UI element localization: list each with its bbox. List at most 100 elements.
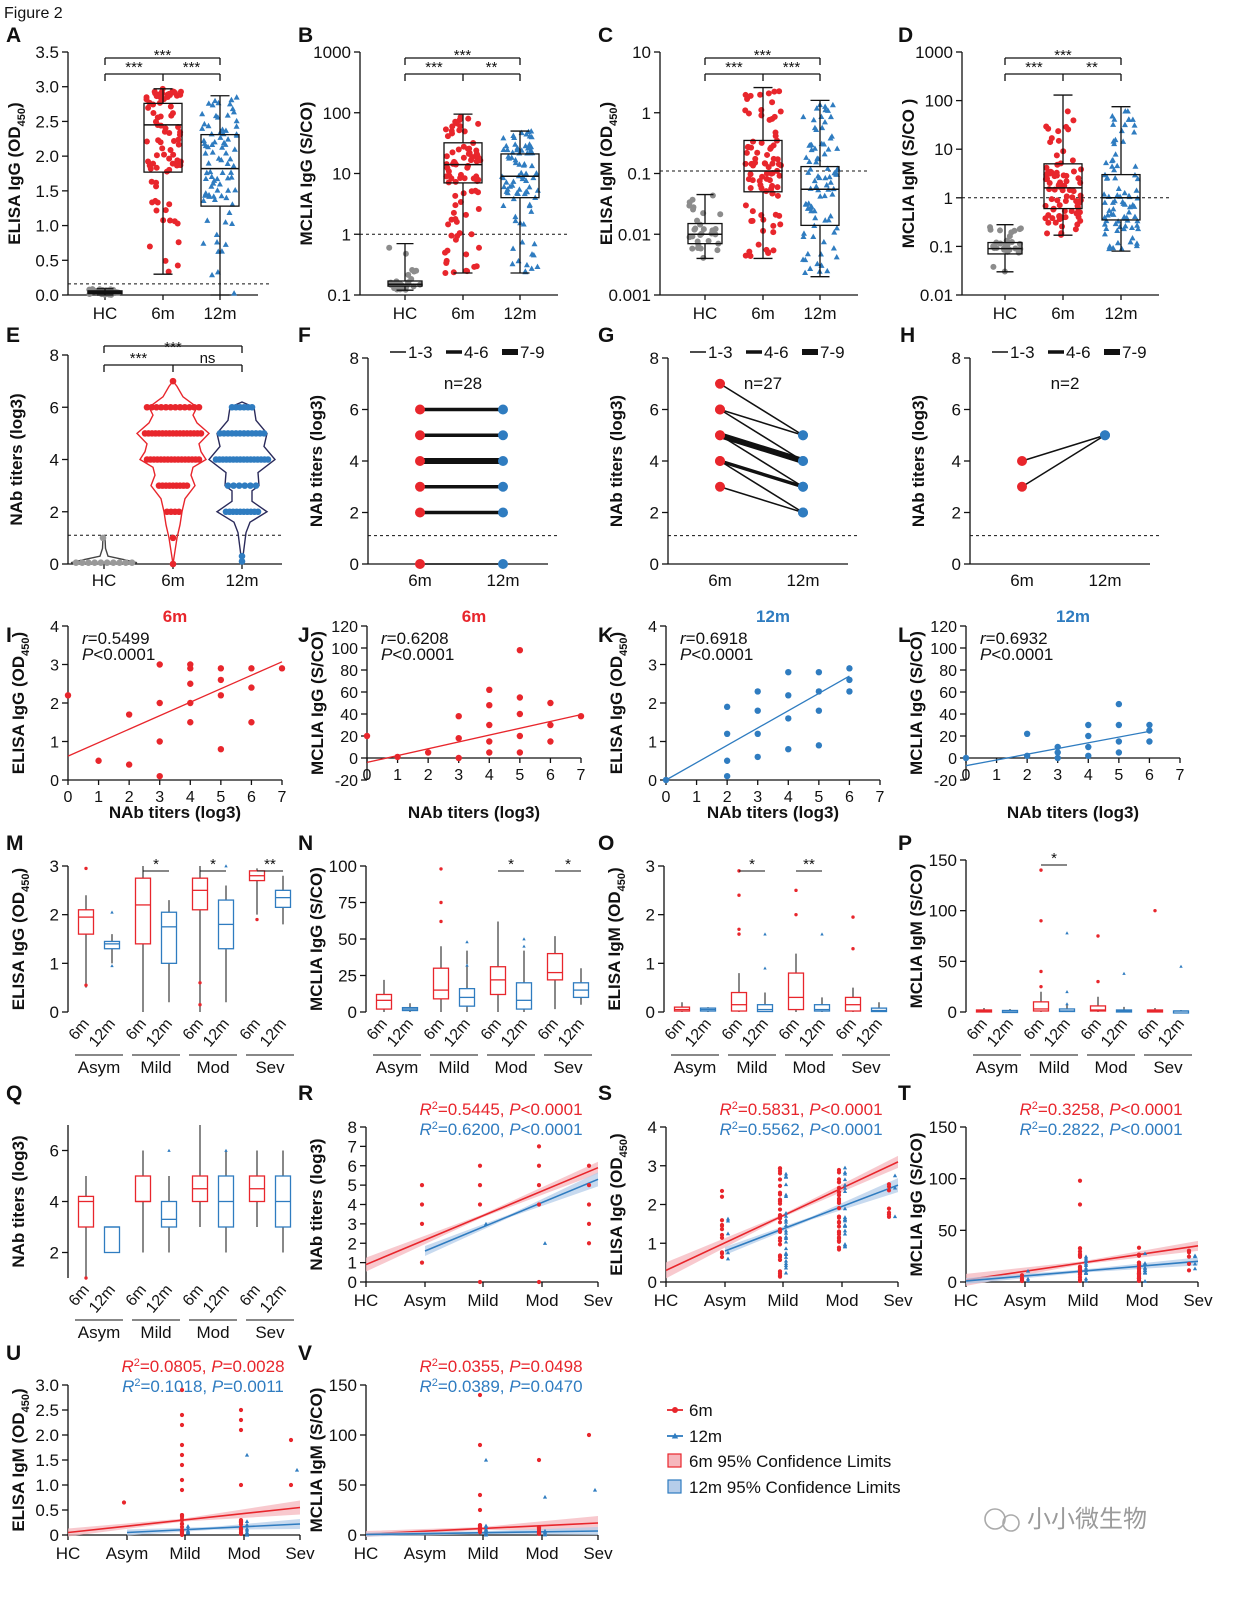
- x-tick-label: HC: [93, 304, 118, 323]
- x-axis-title: NAb titers (log3): [408, 803, 540, 822]
- data-point: [834, 145, 841, 151]
- data-point: [762, 160, 769, 167]
- data-point: [754, 753, 761, 761]
- data-point: [815, 669, 823, 676]
- data-point: [804, 205, 811, 211]
- y-tick-label: 2: [952, 504, 961, 523]
- stat-r-symbol: r: [680, 629, 687, 648]
- data-point: [169, 534, 177, 542]
- group-label: Mod: [196, 1058, 229, 1077]
- data-point: [547, 699, 554, 707]
- data-point: [1179, 964, 1183, 968]
- data-point: [783, 1234, 789, 1239]
- y-axis-title-sub: 450: [20, 1394, 32, 1412]
- y-tick-label: 100: [929, 902, 957, 921]
- panel-a: 0.0 0.5 1.0 1.5 2.0 2.5 3.0 3.5 ELISA IgG (OD450…: [5, 43, 270, 323]
- stat-r2-value: =0.5562,: [738, 1120, 809, 1139]
- data-point: [1048, 196, 1055, 203]
- data-point: [468, 231, 475, 238]
- sub-label: 12m: [200, 1016, 233, 1051]
- data-point: [1192, 1261, 1198, 1266]
- stat-p-symbol: P: [381, 645, 393, 664]
- regression-line: [965, 1245, 1199, 1281]
- data-point: [439, 919, 443, 924]
- data-point: [846, 676, 853, 684]
- data-point: [775, 161, 782, 168]
- data-point: [1129, 116, 1136, 122]
- data-point: [159, 90, 166, 97]
- data-point: [528, 208, 535, 214]
- pair-line: [719, 460, 804, 514]
- data-point: [1110, 138, 1117, 144]
- data-point: [450, 209, 457, 216]
- data-point: [209, 149, 216, 155]
- data-point: [150, 109, 157, 116]
- sig-label: *: [1051, 850, 1057, 867]
- data-point: [842, 1182, 848, 1187]
- data-point: [156, 738, 163, 745]
- data-point: [747, 171, 754, 178]
- data-point: [415, 507, 425, 518]
- data-point: [1055, 128, 1062, 135]
- y-tick-label: 50: [938, 1221, 957, 1240]
- stat-r2-value: =0.0805,: [140, 1357, 211, 1376]
- y-tick-label: 0: [348, 1003, 357, 1022]
- y-axis-title-main: ELISA IgM (OD: [597, 126, 616, 245]
- data-point: [1056, 212, 1063, 219]
- data-point: [99, 534, 107, 542]
- data-point: [757, 91, 764, 98]
- data-point: [536, 1279, 542, 1285]
- y-tick-label: 100: [323, 104, 351, 123]
- data-point: [179, 1412, 185, 1418]
- data-point: [415, 456, 425, 466]
- data-point: [1112, 151, 1119, 157]
- data-point: [197, 430, 205, 437]
- data-point: [810, 233, 817, 239]
- sig-label: ***: [783, 59, 801, 76]
- y-tick-label: 60: [939, 685, 957, 702]
- data-point: [179, 1462, 185, 1468]
- data-point: [831, 229, 838, 235]
- y-tick-label: 0.1: [929, 237, 953, 256]
- box: [515, 982, 533, 1010]
- data-point: [64, 692, 72, 699]
- data-point: [483, 1524, 489, 1528]
- data-point: [1125, 116, 1132, 122]
- data-point: [509, 260, 516, 267]
- data-point: [1074, 202, 1081, 209]
- data-point: [1123, 214, 1130, 221]
- y-axis-title: MCLIA IgG (S/CO): [307, 867, 326, 1011]
- data-point: [386, 244, 393, 251]
- data-point: [1142, 1266, 1148, 1271]
- data-point: [808, 203, 815, 209]
- data-point: [452, 236, 459, 243]
- y-axis-title: ELISA IgG (OD450): [607, 632, 630, 774]
- data-point: [719, 1235, 725, 1240]
- data-point: [288, 1437, 294, 1443]
- data-point: [229, 220, 236, 227]
- data-point: [462, 211, 469, 218]
- data-point: [209, 101, 216, 108]
- data-point: [1129, 224, 1136, 231]
- data-point: [783, 1239, 789, 1244]
- data-point: [175, 141, 182, 148]
- data-point: [705, 237, 712, 244]
- data-point: [1056, 181, 1063, 188]
- panel-letter-i: I: [6, 624, 12, 647]
- data-point: [536, 1183, 542, 1188]
- data-point: [826, 173, 833, 180]
- box: [77, 1195, 95, 1228]
- box: [160, 911, 178, 964]
- data-point: [278, 665, 286, 672]
- panel-letter-v: V: [298, 1342, 312, 1365]
- x-tick-label: Mod: [227, 1544, 260, 1563]
- data-point: [179, 1527, 185, 1532]
- data-point: [800, 230, 807, 236]
- y-axis-title: ELISA IgM (OD450): [605, 867, 628, 1010]
- stat-p-symbol: P: [509, 1377, 521, 1396]
- y-tick-label: 6: [348, 1157, 357, 1176]
- y-tick-label: 0.001: [608, 286, 651, 305]
- y-tick-label: 20: [340, 729, 358, 746]
- panel-title: 6m: [462, 607, 487, 626]
- data-point: [419, 1221, 425, 1226]
